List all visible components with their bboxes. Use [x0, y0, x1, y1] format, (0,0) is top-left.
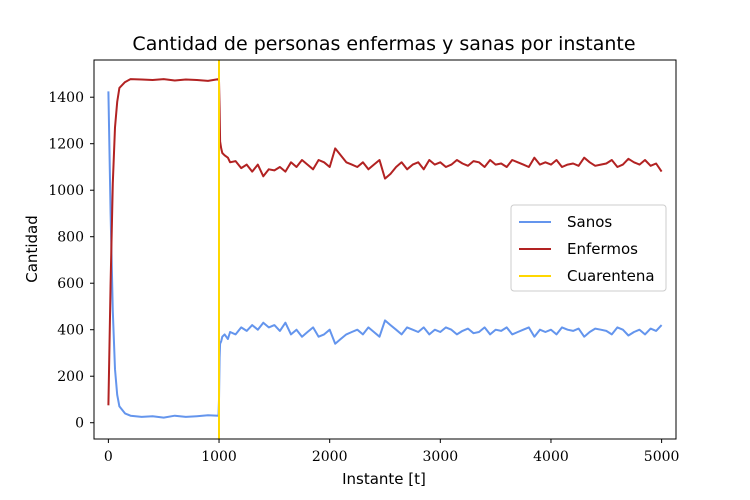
legend-label-enfermos: Enfermos: [567, 240, 638, 258]
y-tick-label: 800: [57, 230, 84, 246]
legend-label-sanos: Sanos: [567, 213, 612, 231]
y-tick-label: 1200: [48, 137, 84, 153]
x-tick-label: 4000: [533, 449, 569, 465]
y-tick-label: 400: [57, 323, 84, 339]
x-axis-label: Instante [t]: [342, 470, 426, 488]
x-tick-label: 1000: [201, 449, 237, 465]
legend: Sanos Enfermos Cuarentena: [510, 204, 667, 292]
y-tick-label: 1000: [48, 183, 84, 199]
x-tick-label: 2000: [312, 449, 348, 465]
plot-frame: [93, 59, 677, 440]
y-axis-label: Cantidad: [23, 215, 41, 282]
legend-box: [510, 204, 667, 292]
x-tick-label: 0: [104, 449, 113, 465]
y-tick-label: 0: [75, 416, 84, 432]
y-tick-label: 200: [57, 369, 84, 385]
y-tick-label: 1400: [48, 90, 84, 106]
x-tick-label: 3000: [423, 449, 459, 465]
legend-label-cuarentena: Cuarentena: [567, 267, 655, 285]
chart-title: Cantidad de personas enfermas y sanas po…: [132, 33, 635, 55]
x-tick-label: 5000: [644, 449, 680, 465]
y-tick-label: 600: [57, 276, 84, 292]
